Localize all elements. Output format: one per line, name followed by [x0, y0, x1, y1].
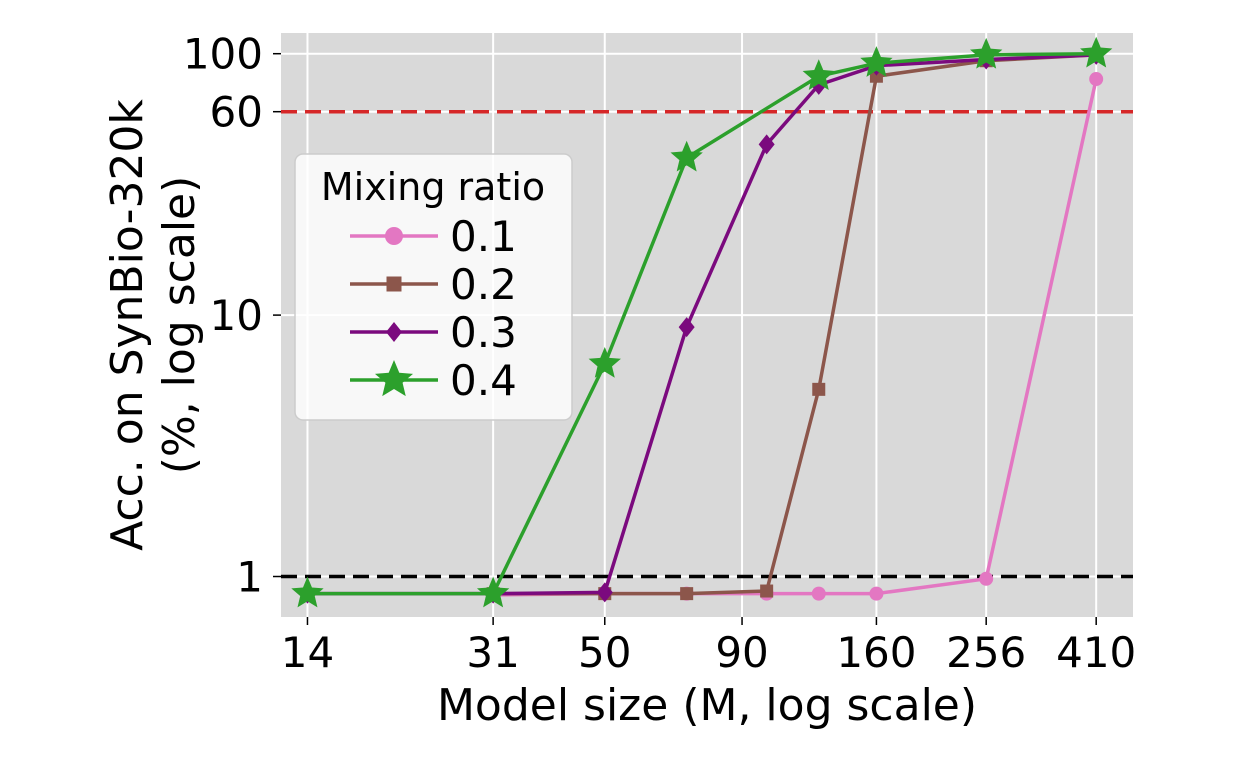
data-point [476, 576, 510, 608]
legend-label: 0.4 [450, 356, 517, 405]
series-layer [291, 36, 1113, 608]
y-tick-label: 1 [236, 553, 263, 602]
series-0.4 [291, 36, 1113, 608]
legend-label: 0.3 [450, 308, 517, 357]
legend-swatch-marker [385, 227, 403, 245]
legend-entry-0.2: 0.2 [350, 260, 517, 309]
legend-entry-0.4: 0.4 [350, 356, 517, 405]
x-tick-label: 31 [466, 628, 519, 677]
y-tick-label: 60 [210, 88, 263, 137]
legend-entries: 0.10.20.30.4 [350, 212, 517, 405]
data-point [291, 576, 324, 608]
data-point [678, 317, 695, 338]
legend-swatch-marker [386, 322, 402, 342]
data-point [860, 46, 893, 77]
legend-swatch-marker [374, 360, 414, 397]
legend-label: 0.1 [450, 212, 517, 261]
legend-title: Mixing ratio [321, 165, 545, 209]
data-point [760, 584, 774, 598]
y-axis-label-line1: Acc. on SynBio-320k [102, 99, 153, 551]
x-tick-label: 410 [1056, 628, 1136, 677]
data-point [979, 571, 994, 586]
data-point [812, 382, 826, 396]
y-axis-label-line2: (%, log scale) [154, 176, 205, 475]
y-axis-label: Acc. on SynBio-320k (%, log scale) [102, 99, 205, 551]
data-point [802, 59, 835, 90]
data-point [670, 140, 703, 172]
x-tick-label: 160 [836, 628, 916, 677]
y-tick-label: 100 [183, 30, 263, 79]
data-point [1080, 36, 1113, 68]
x-axis: 14 31 50 90 160 256 410 [281, 617, 1136, 677]
data-point [588, 347, 621, 378]
data-point [970, 37, 1003, 69]
data-point [869, 69, 883, 83]
x-axis-label: Model size (M, log scale) [437, 680, 977, 731]
legend-entry-0.1: 0.1 [350, 212, 517, 261]
series-line-0.2 [493, 53, 1097, 596]
legend-swatch-marker [386, 276, 402, 292]
data-point [1089, 72, 1104, 87]
data-point [811, 586, 826, 601]
x-tick-label: 14 [281, 628, 334, 677]
y-axis: 1 10 60 100 [183, 30, 281, 602]
legend-box [294, 153, 573, 421]
legend: Mixing ratio 0.10.20.30.4 [294, 153, 573, 421]
data-point [758, 134, 775, 155]
data-point [596, 582, 613, 603]
legend-entry-0.3: 0.3 [350, 308, 517, 357]
series-line-0.4 [307, 51, 1097, 596]
x-tick-label: 90 [715, 628, 768, 677]
x-tick-label: 256 [946, 628, 1026, 677]
y-tick-label: 10 [210, 291, 263, 340]
data-point [680, 587, 694, 601]
legend-label: 0.2 [450, 260, 517, 309]
data-point [869, 586, 884, 601]
x-tick-label: 50 [578, 628, 631, 677]
